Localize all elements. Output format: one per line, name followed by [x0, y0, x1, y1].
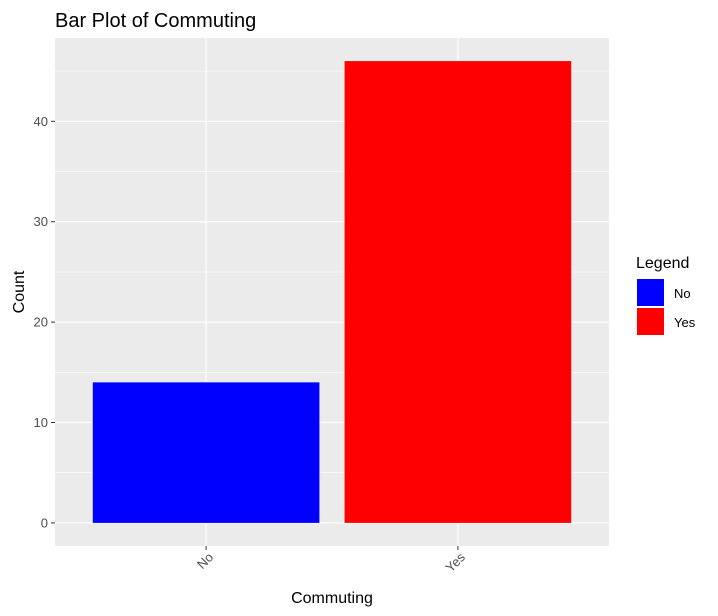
y-tick-label: 40 [34, 114, 48, 129]
x-axis: No Yes [194, 546, 468, 575]
chart-title: Bar Plot of Commuting [55, 10, 256, 32]
legend-label: No [674, 286, 691, 301]
y-tick-label: 0 [41, 515, 48, 530]
legend-title: Legend [636, 255, 689, 272]
y-axis-title: Count [11, 270, 28, 313]
legend: Legend No Yes [636, 255, 696, 335]
legend-swatch-no [637, 279, 664, 306]
y-tick-label: 20 [34, 315, 48, 330]
x-axis-title: Commuting [291, 590, 373, 607]
y-tick-label: 30 [34, 214, 48, 229]
x-tick-label: Yes [442, 549, 468, 575]
y-tick-label: 10 [34, 415, 48, 430]
bar-yes [344, 61, 572, 523]
legend-label: Yes [674, 315, 696, 330]
bars [92, 61, 572, 523]
bar-no [92, 382, 320, 523]
x-tick-label: No [194, 550, 216, 572]
y-axis: 0 10 20 30 40 [34, 114, 55, 530]
legend-swatch-yes [637, 308, 664, 335]
